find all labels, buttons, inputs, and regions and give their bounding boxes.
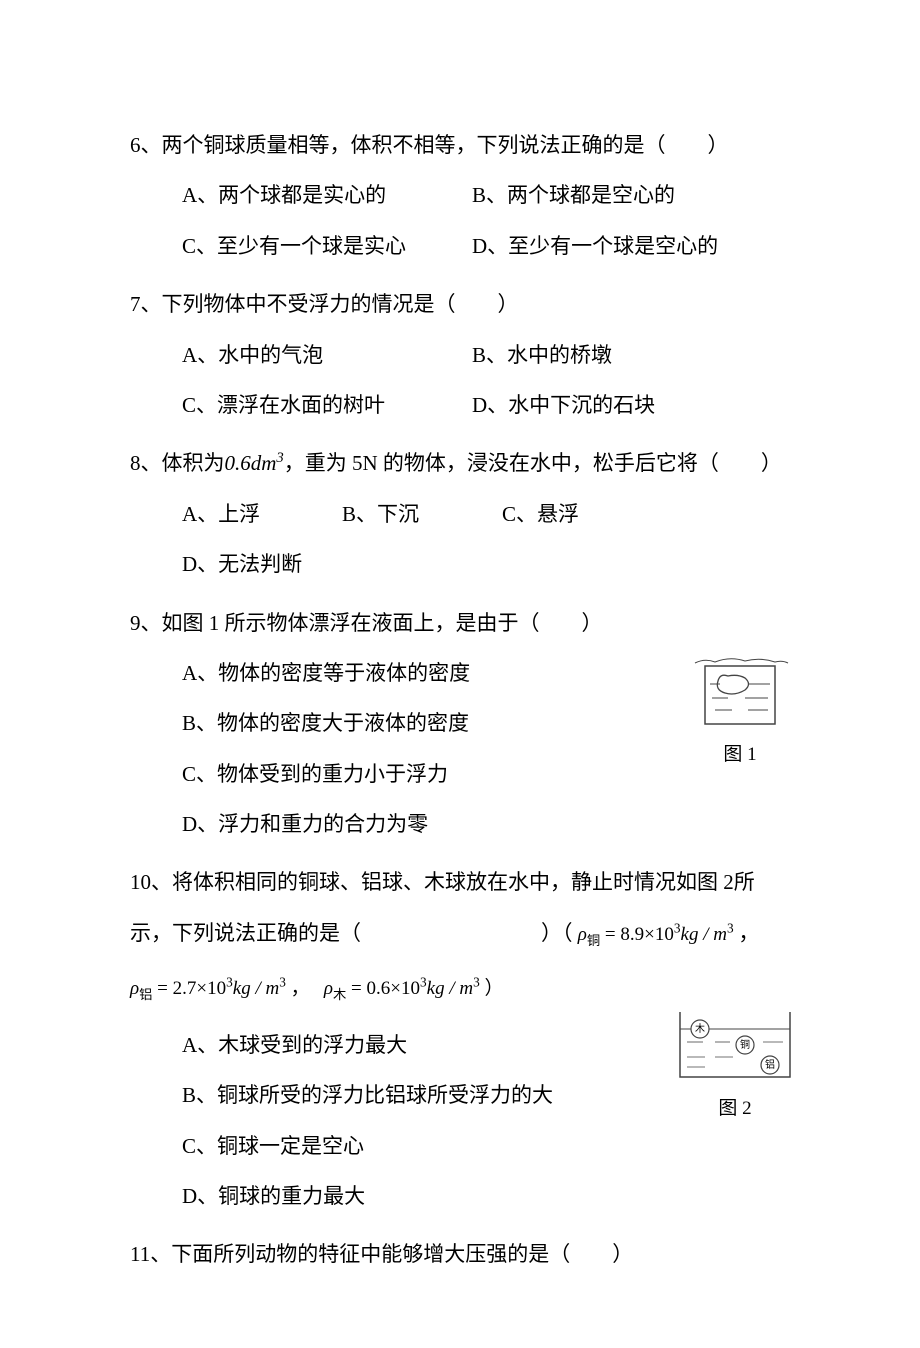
question-9: 9、如图 1 所示物体漂浮在液面上，是由于（ ） A、物体的密度等于液体的密度 … <box>130 598 790 850</box>
q7-opt-a: A、水中的气泡 <box>182 330 442 380</box>
q7-opt-c: C、漂浮在水面的树叶 <box>182 380 442 430</box>
q6-opt-d: D、至少有一个球是空心的 <box>472 221 718 271</box>
q9-opt-c: C、物体受到的重力小于浮力 <box>182 749 675 799</box>
q8-opt-a: A、上浮 <box>182 489 312 539</box>
density-copper: ρ铜 = 8.9×103kg / m3 <box>578 924 739 945</box>
q8-volume: 0.6dm3 <box>225 451 284 475</box>
q9-opt-b: B、物体的密度大于液体的密度 <box>182 698 675 748</box>
q8-opt-d: D、无法判断 <box>182 539 302 589</box>
figure-2-drawing: 木 铜 铝 <box>675 1007 795 1082</box>
question-7-options: A、水中的气泡 B、水中的桥墩 C、漂浮在水面的树叶 D、水中下沉的石块 <box>130 330 790 431</box>
fig2-aluminum-label: 铝 <box>765 1059 775 1071</box>
question-6-options: A、两个球都是实心的 B、两个球都是空心的 C、至少有一个球是实心 D、至少有一… <box>130 170 790 271</box>
question-6-text: 6、两个铜球质量相等，体积不相等，下列说法正确的是（ ） <box>130 120 790 170</box>
q10-opt-d: D、铜球的重力最大 <box>182 1171 790 1221</box>
question-11-text: 11、下面所列动物的特征中能够增大压强的是（ ） <box>130 1229 790 1279</box>
q6-opt-a: A、两个球都是实心的 <box>182 170 442 220</box>
density-line-2: ρ铝 = 2.7×103kg / m3 ， ρ木 = 0.6×103kg / m… <box>130 966 790 1012</box>
figure-1-drawing <box>690 648 790 728</box>
figure-1-caption: 图 1 <box>690 732 790 778</box>
question-6: 6、两个铜球质量相等，体积不相等，下列说法正确的是（ ） A、两个球都是实心的 … <box>130 120 790 271</box>
q8-opt-b: B、下沉 <box>342 489 472 539</box>
q7-opt-d: D、水中下沉的石块 <box>472 380 655 430</box>
figure-2: 木 铜 铝 图 2 <box>675 1007 795 1132</box>
question-9-options: A、物体的密度等于液体的密度 B、物体的密度大于液体的密度 C、物体受到的重力小… <box>130 648 675 850</box>
q8-prefix: 8、体积为 <box>130 451 225 475</box>
question-8-options: A、上浮 B、下沉 C、悬浮 D、无法判断 <box>130 489 790 590</box>
q7-opt-b: B、水中的桥墩 <box>472 330 612 380</box>
question-9-text: 9、如图 1 所示物体漂浮在液面上，是由于（ ） <box>130 598 790 648</box>
fig2-copper-label: 铜 <box>740 1039 750 1051</box>
figure-2-caption: 图 2 <box>675 1086 795 1132</box>
q6-opt-c: C、至少有一个球是实心 <box>182 221 442 271</box>
q8-suffix: ，重为 5N 的物体，浸没在水中，松手后它将（ ） <box>284 451 782 475</box>
page-content: 6、两个铜球质量相等，体积不相等，下列说法正确的是（ ） A、两个球都是实心的 … <box>0 0 920 1348</box>
question-7-text: 7、下列物体中不受浮力的情况是（ ） <box>130 279 790 329</box>
question-10: 10、将体积相同的铜球、铝球、木球放在水中，静止时情况如图 2所示，下列说法正确… <box>130 857 790 1221</box>
q6-opt-b: B、两个球都是空心的 <box>472 170 675 220</box>
question-8-text: 8、体积为0.6dm3，重为 5N 的物体，浸没在水中，松手后它将（ ） <box>130 438 790 488</box>
question-10-text: 10、将体积相同的铜球、铝球、木球放在水中，静止时情况如图 2所示，下列说法正确… <box>130 857 790 958</box>
question-7: 7、下列物体中不受浮力的情况是（ ） A、水中的气泡 B、水中的桥墩 C、漂浮在… <box>130 279 790 430</box>
q9-opt-a: A、物体的密度等于液体的密度 <box>182 648 675 698</box>
figure-1: 图 1 <box>690 648 790 778</box>
fig2-wood-label: 木 <box>695 1023 705 1035</box>
density-aluminum: ρ铝 = 2.7×103kg / m3 <box>130 978 291 999</box>
question-8: 8、体积为0.6dm3，重为 5N 的物体，浸没在水中，松手后它将（ ） A、上… <box>130 438 790 589</box>
q8-opt-c: C、悬浮 <box>502 489 632 539</box>
density-wood: ρ木 = 0.6×103kg / m3 <box>324 978 485 999</box>
q9-opt-d: D、浮力和重力的合力为零 <box>182 799 675 849</box>
question-11: 11、下面所列动物的特征中能够增大压强的是（ ） <box>130 1229 790 1279</box>
